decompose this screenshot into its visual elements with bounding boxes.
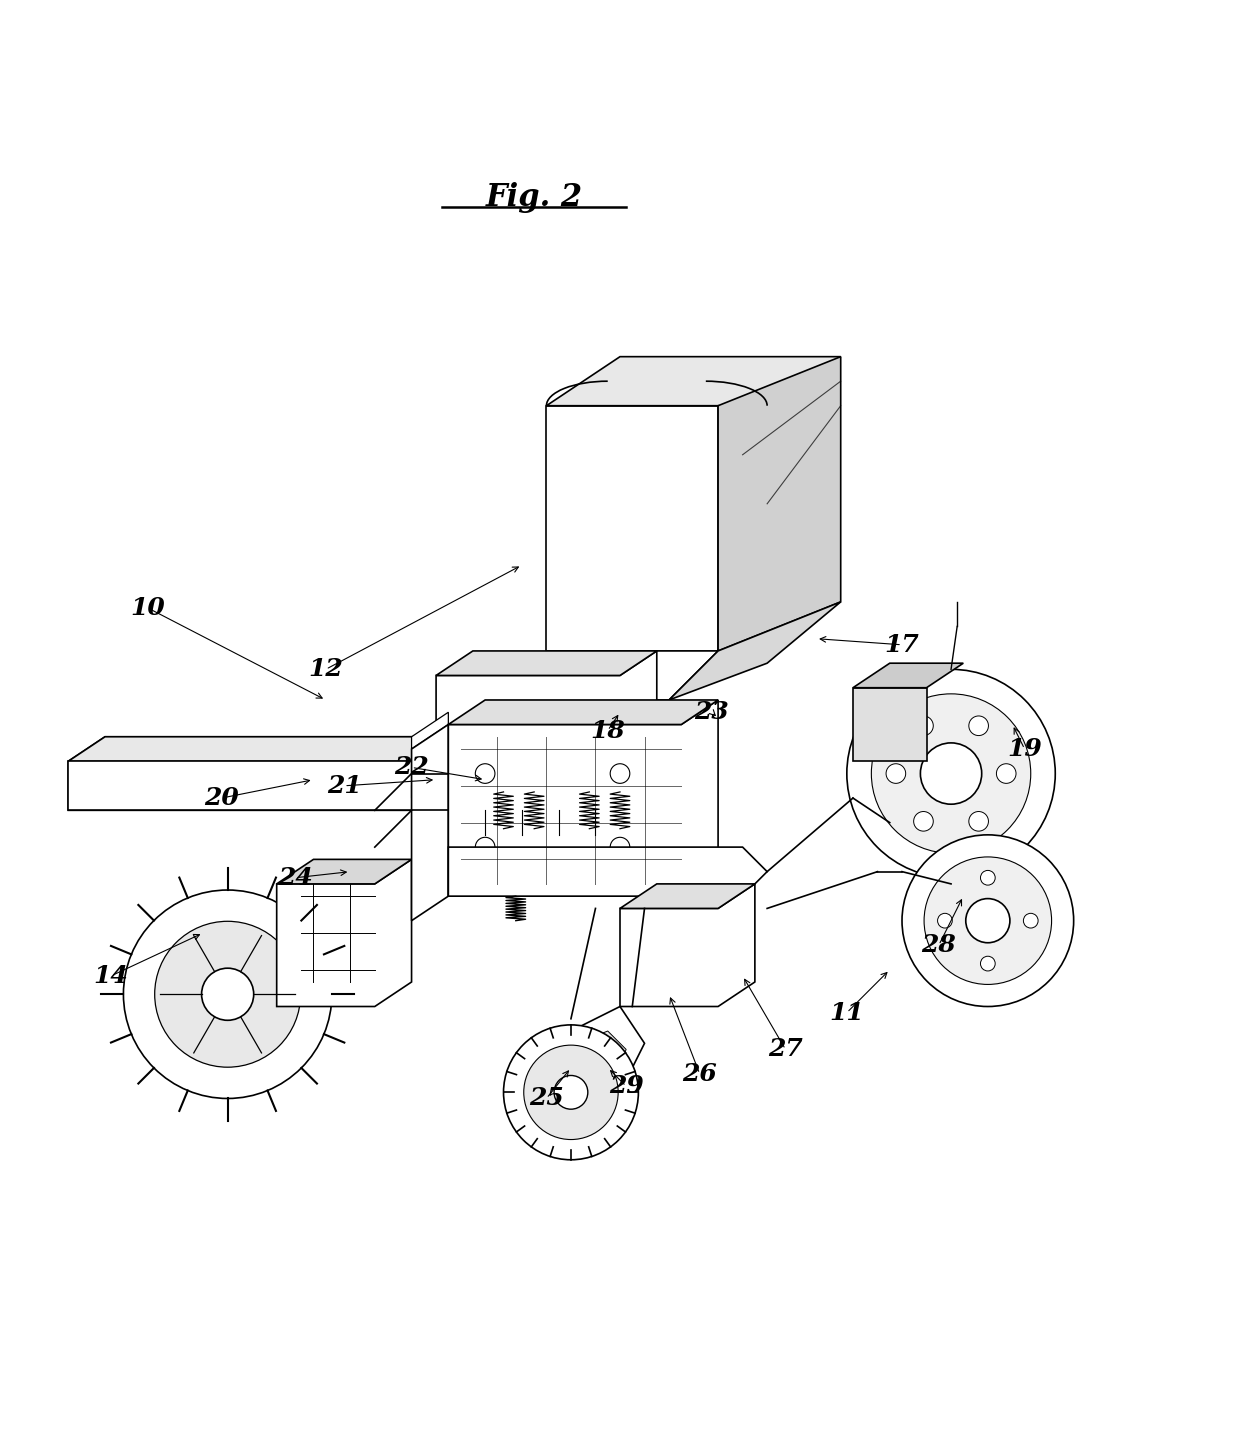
Polygon shape: [449, 774, 681, 848]
Circle shape: [503, 1024, 639, 1159]
Text: 27: 27: [768, 1037, 804, 1062]
Polygon shape: [620, 884, 755, 1007]
Circle shape: [463, 714, 482, 735]
Circle shape: [968, 811, 988, 832]
Polygon shape: [547, 356, 841, 406]
Circle shape: [610, 838, 630, 856]
Circle shape: [523, 1045, 619, 1139]
Text: 19: 19: [1007, 738, 1042, 761]
Circle shape: [924, 856, 1052, 984]
Circle shape: [981, 956, 996, 971]
Circle shape: [847, 669, 1055, 878]
Polygon shape: [68, 736, 510, 810]
Circle shape: [872, 694, 1030, 853]
Text: Fig. 2: Fig. 2: [486, 181, 583, 213]
Circle shape: [968, 716, 988, 736]
Polygon shape: [277, 859, 412, 884]
Circle shape: [1023, 913, 1038, 927]
Circle shape: [155, 922, 300, 1068]
Circle shape: [966, 898, 1009, 943]
Text: 25: 25: [529, 1087, 564, 1110]
Text: 24: 24: [278, 865, 312, 890]
Text: 14: 14: [94, 964, 129, 988]
Circle shape: [463, 764, 482, 784]
Polygon shape: [449, 700, 718, 895]
Text: 28: 28: [921, 933, 956, 958]
Text: 23: 23: [694, 700, 729, 724]
Circle shape: [997, 764, 1016, 784]
Text: 21: 21: [327, 774, 362, 798]
Polygon shape: [412, 761, 449, 798]
Text: 12: 12: [309, 658, 343, 681]
Polygon shape: [853, 688, 926, 761]
Text: 29: 29: [609, 1074, 644, 1098]
Polygon shape: [620, 884, 755, 909]
Polygon shape: [412, 713, 449, 749]
Polygon shape: [547, 651, 718, 700]
Circle shape: [610, 764, 630, 784]
Polygon shape: [670, 601, 841, 700]
Text: 11: 11: [830, 1001, 864, 1024]
Circle shape: [537, 714, 557, 735]
Circle shape: [537, 764, 557, 784]
Circle shape: [124, 890, 332, 1098]
Text: 18: 18: [590, 719, 625, 743]
Circle shape: [981, 871, 996, 885]
Circle shape: [475, 838, 495, 856]
Polygon shape: [68, 736, 510, 761]
Polygon shape: [718, 356, 841, 651]
Circle shape: [901, 835, 1074, 1007]
Polygon shape: [436, 651, 657, 823]
Polygon shape: [853, 664, 963, 688]
Polygon shape: [449, 700, 718, 724]
Circle shape: [475, 764, 495, 784]
Polygon shape: [449, 774, 681, 798]
Polygon shape: [449, 848, 768, 920]
Polygon shape: [547, 1007, 645, 1104]
Circle shape: [887, 764, 905, 784]
Polygon shape: [412, 724, 449, 920]
Circle shape: [914, 811, 934, 832]
Text: 26: 26: [682, 1062, 717, 1085]
Text: 10: 10: [130, 596, 165, 620]
Text: 22: 22: [394, 755, 429, 780]
Polygon shape: [68, 761, 472, 810]
Circle shape: [554, 1075, 588, 1108]
Circle shape: [920, 743, 982, 804]
Text: 17: 17: [884, 633, 919, 656]
Polygon shape: [547, 406, 718, 651]
Polygon shape: [277, 859, 412, 1007]
Circle shape: [937, 913, 952, 927]
Polygon shape: [565, 1032, 626, 1093]
Text: 20: 20: [205, 785, 239, 810]
Circle shape: [914, 716, 934, 736]
Polygon shape: [436, 651, 657, 675]
Circle shape: [202, 968, 254, 1020]
